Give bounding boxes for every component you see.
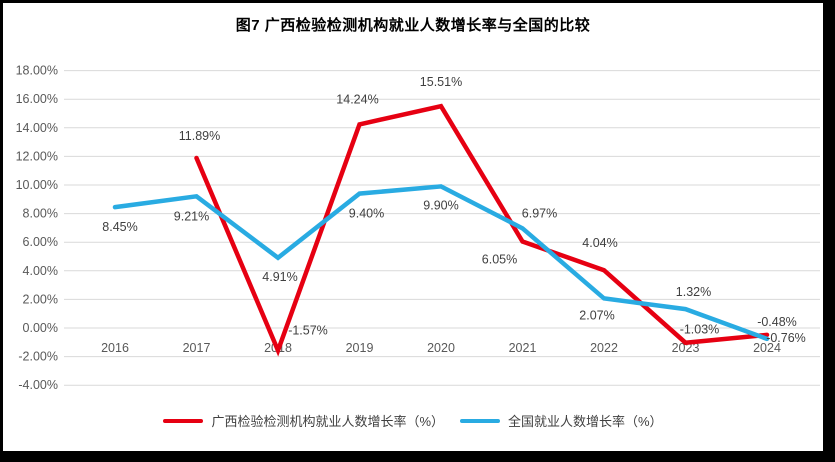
data-label: -0.76% <box>766 331 806 345</box>
y-tick-label: 2.00% <box>23 292 58 306</box>
y-tick-label: 10.00% <box>16 178 58 192</box>
data-label: 11.89% <box>179 129 220 143</box>
data-label: 15.51% <box>420 75 462 89</box>
line-chart-canvas: 18.00% 16.00% 14.00% 12.00% 10.00% 8.00% 6.00%… <box>16 64 820 392</box>
y-tick-label: 8.00% <box>23 207 58 221</box>
data-label: 14.24% <box>336 92 378 106</box>
y-tick-label: 14.00% <box>16 121 58 135</box>
y-tick-label: 4.00% <box>23 264 58 278</box>
data-label: 9.21% <box>174 209 209 223</box>
data-label: 1.32% <box>676 285 711 299</box>
chart-legend: 广西检验检测机构就业人数增长率（%） 全国就业人数增长率（%） <box>3 411 823 430</box>
legend-label: 广西检验检测机构就业人数增长率（%） <box>211 414 444 429</box>
legend-label: 全国就业人数增长率（%） <box>508 414 663 429</box>
data-label: 4.91% <box>262 270 297 284</box>
y-tick-label: 0.00% <box>23 321 58 335</box>
y-tick-label: 6.00% <box>23 235 58 249</box>
y-tick-label: 16.00% <box>16 92 58 106</box>
legend-line-swatch <box>460 418 500 423</box>
data-label: 2.07% <box>579 308 614 322</box>
x-tick-label: 2023 <box>672 341 700 355</box>
x-tick-label: 2024 <box>753 341 781 355</box>
x-tick-label: 2019 <box>346 341 374 355</box>
data-label: -1.57% <box>288 323 328 337</box>
data-label: -1.03% <box>680 323 720 337</box>
data-label: 4.04% <box>582 236 617 250</box>
legend-line-swatch <box>163 418 204 423</box>
y-tick-label: -2.00% <box>18 350 58 364</box>
legend-item-1: 全国就业人数增长率（%） <box>460 411 663 430</box>
data-label: 8.45% <box>102 220 137 234</box>
x-tick-label: 2016 <box>101 341 129 355</box>
series-line-national_blue <box>112 184 770 342</box>
chart-frame: 图7 广西检验检测机构就业人数增长率与全国的比较 18.00% 16.00% 14.… <box>3 3 823 451</box>
x-tick-label: 2022 <box>590 341 618 355</box>
series-line-guangxi_red <box>194 103 770 357</box>
legend-item-0: 广西检验检测机构就业人数增长率（%） <box>163 411 444 430</box>
x-tick-label: 2021 <box>509 341 537 355</box>
y-tick-label: 12.00% <box>16 149 58 163</box>
y-tick-label: 18.00% <box>16 64 58 78</box>
data-label: 6.97% <box>522 206 557 220</box>
data-label: 9.40% <box>349 207 384 221</box>
x-tick-label: 2020 <box>427 341 455 355</box>
y-tick-label: -4.00% <box>18 378 58 392</box>
data-label: 9.90% <box>423 198 458 212</box>
data-label: 6.05% <box>482 252 517 266</box>
x-tick-label: 2017 <box>183 341 211 355</box>
data-label: -0.48% <box>757 315 797 329</box>
chart-title: 图7 广西检验检测机构就业人数增长率与全国的比较 <box>235 17 591 34</box>
